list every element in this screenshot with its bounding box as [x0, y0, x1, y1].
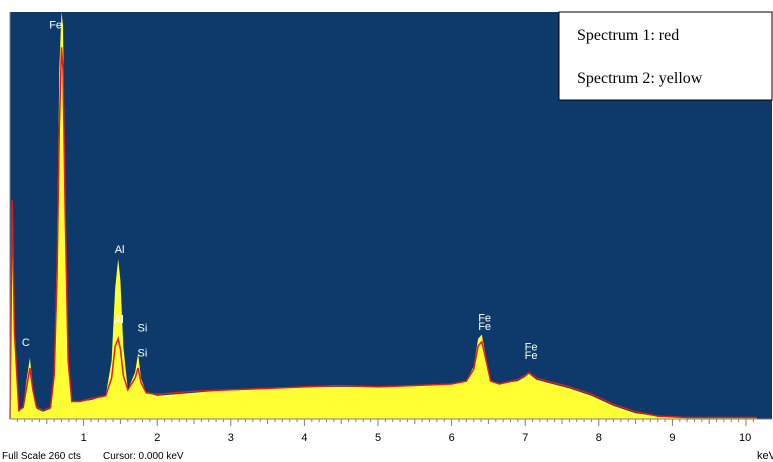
- x-tick-label: 4: [301, 432, 307, 444]
- legend-entry-spectrum-2: Spectrum 2: yellow: [577, 70, 703, 87]
- legend-box: Spectrum 1: red Spectrum 2: yellow: [558, 11, 773, 101]
- peak-label-fe: Fe: [55, 3, 68, 15]
- peak-label-fe: Fe: [525, 350, 538, 362]
- peak-label-fe: Fe: [478, 312, 491, 324]
- series-layer: [9, 12, 758, 420]
- spectrum-1-line: [9, 47, 757, 420]
- x-tick-label: 3: [228, 432, 234, 444]
- x-tick-label: 6: [449, 432, 455, 444]
- x-tick-label: 9: [669, 432, 675, 444]
- x-tick-label: 8: [596, 432, 602, 444]
- peak-label-fe: Fe: [49, 19, 62, 31]
- peak-label-fe: Fe: [49, 3, 62, 15]
- peak-label-fe: Fe: [60, 3, 73, 15]
- x-tick-label: 7: [522, 432, 528, 444]
- x-tick-label: 10: [739, 432, 751, 444]
- peak-label-al: Al: [114, 314, 124, 326]
- peak-label-fe: Fe: [478, 321, 491, 333]
- peak-label-c: C: [22, 337, 30, 349]
- peak-label-si: Si: [138, 323, 148, 335]
- x-tick-layer: 1 2 3 4 5 6 7 8 9 10: [16, 419, 754, 444]
- status-full-scale: Full Scale 260 cts: [2, 451, 81, 462]
- legend-entry-spectrum-1: Spectrum 1: red: [577, 27, 679, 44]
- x-tick-label: 5: [375, 432, 381, 444]
- peak-label-fe: Fe: [58, 3, 71, 15]
- peak-label-fe: Fe: [525, 342, 538, 354]
- peak-label-si: Si: [138, 347, 148, 359]
- x-tick-label: 1: [81, 432, 87, 444]
- peak-label-al: Al: [115, 244, 125, 256]
- x-tick-label: 2: [154, 432, 160, 444]
- status-cursor: Cursor: 0.000 keV: [103, 451, 184, 462]
- x-axis-unit-label: keV: [757, 450, 773, 462]
